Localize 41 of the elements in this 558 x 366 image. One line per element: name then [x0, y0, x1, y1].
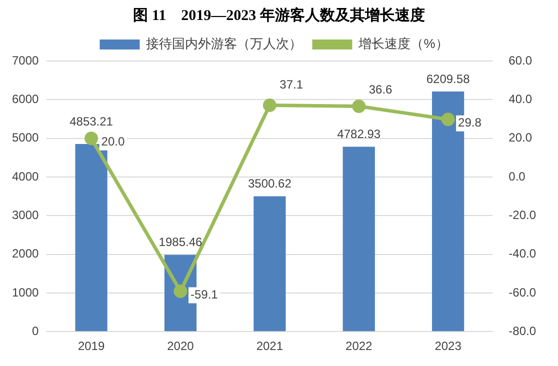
data-label: 20.0	[101, 134, 125, 149]
legend-label: 接待国内外游客（万人次）	[146, 36, 302, 52]
y2-tick-label: 60.0	[508, 53, 532, 68]
data-label: 1985.46	[158, 235, 202, 250]
point	[441, 112, 455, 126]
y2-tick-label: -80.0	[508, 324, 536, 338]
x-tick-label: 2019	[78, 339, 105, 354]
y2-tick-label: -60.0	[508, 285, 536, 300]
y-tick-label: 2000	[12, 246, 40, 261]
data-label: 4853.21	[70, 114, 114, 129]
y-tick-label: 4000	[12, 169, 40, 184]
x-tick-label: 2023	[434, 339, 462, 354]
point	[352, 99, 366, 113]
y2-tick-label: -20.0	[508, 208, 536, 222]
x-tick-label: 2021	[256, 339, 284, 354]
point	[262, 98, 276, 112]
y-tick-label: 1000	[12, 285, 40, 300]
y2-tick-label: -40.0	[508, 246, 536, 261]
y-tick-label: 3000	[12, 208, 40, 222]
y2-tick-label: 0.0	[508, 169, 526, 184]
data-label: 29.8	[458, 116, 482, 130]
y2-tick-label: 40.0	[508, 92, 532, 106]
x-tick-label: 2020	[167, 339, 194, 354]
y2-tick-label: 20.0	[508, 130, 532, 145]
data-label: 37.1	[280, 78, 304, 92]
data-label: 4782.93	[337, 127, 381, 142]
data-label: 3500.62	[248, 176, 292, 191]
chart-title: 图 11 2019—2023 年游客人数及其增长速度	[132, 6, 426, 26]
legend-label: 增长速度（%）	[358, 36, 448, 52]
y-tick-label: 6000	[12, 92, 40, 106]
y-tick-label: 7000	[12, 53, 40, 68]
y-tick-label: 5000	[12, 130, 40, 145]
point	[84, 132, 98, 146]
bar	[342, 146, 375, 332]
y-tick-label: 0	[32, 324, 40, 338]
x-tick-label: 2022	[346, 339, 373, 354]
data-label: 6209.58	[426, 72, 470, 86]
bar	[254, 196, 286, 332]
data-label: 36.6	[368, 82, 393, 97]
data-label: -59.1	[190, 288, 218, 302]
point	[174, 284, 188, 298]
